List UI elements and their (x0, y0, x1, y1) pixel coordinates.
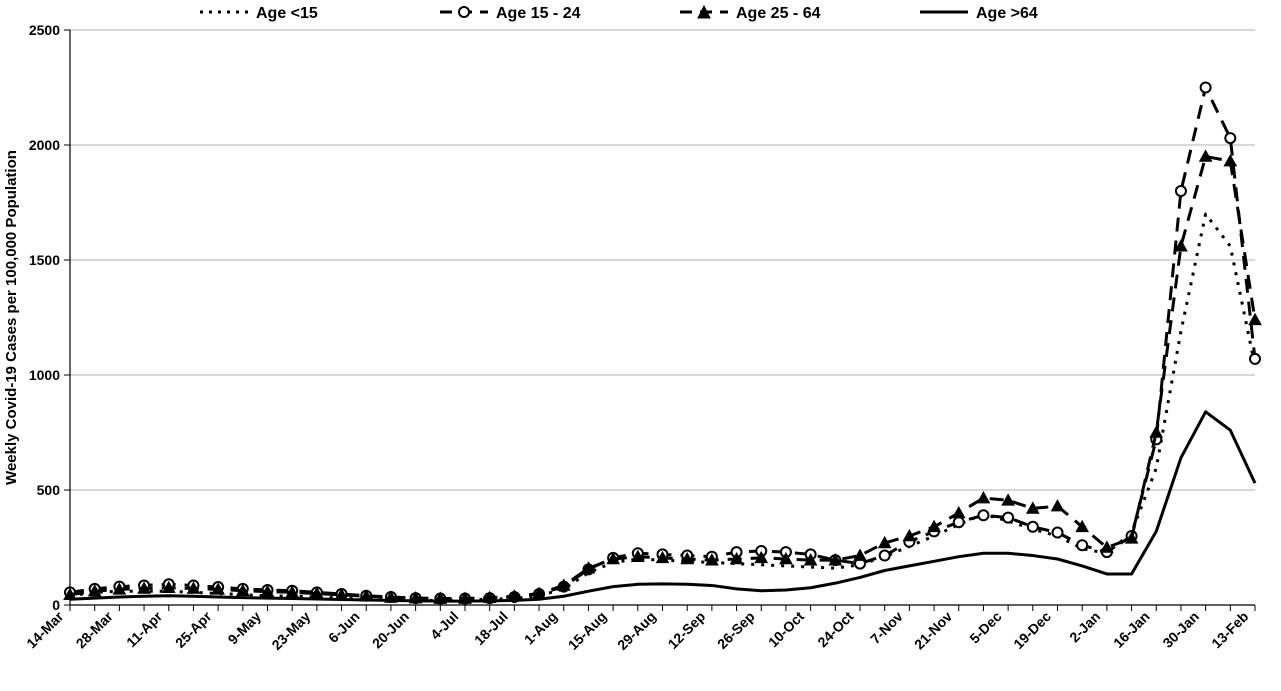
x-tick-label: 12-Sep (665, 608, 709, 652)
x-tick-label: 5-Dec (966, 608, 1004, 646)
legend-label: Age 25 - 64 (736, 5, 821, 22)
series-marker-triangle (1052, 500, 1064, 511)
series-marker-circle (1201, 83, 1211, 93)
legend-item: Age >64 (920, 5, 1038, 22)
legend-label: Age >64 (976, 5, 1038, 22)
series-marker-circle (880, 551, 890, 561)
series-line (70, 157, 1255, 599)
series-marker-circle (1003, 513, 1013, 523)
x-tick-label: 21-Nov (911, 608, 955, 652)
x-tick-label: 23-May (268, 608, 313, 653)
series-marker-circle (978, 510, 988, 520)
y-tick-label: 1500 (29, 252, 60, 268)
x-tick-label: 10-Oct (765, 608, 807, 650)
x-tick-label: 30-Jan (1159, 608, 1202, 651)
series-marker-circle (1176, 186, 1186, 196)
x-tick-label: 26-Sep (714, 608, 758, 652)
x-tick-label: 15-Aug (565, 608, 610, 653)
series-marker-circle (1053, 528, 1063, 538)
x-tick-label: 19-Dec (1010, 608, 1054, 652)
y-tick-label: 2000 (29, 137, 60, 153)
series-marker-circle (1077, 540, 1087, 550)
series-marker-circle (1028, 522, 1038, 532)
series-marker-triangle (928, 521, 940, 532)
series-marker-circle (1225, 133, 1235, 143)
series-marker-triangle (1224, 155, 1236, 166)
legend-label: Age 15 - 24 (496, 5, 581, 22)
x-tick-label: 20-Jun (369, 608, 412, 651)
series-marker-circle (1250, 354, 1260, 364)
x-tick-label: 28-Mar (73, 608, 117, 652)
x-tick-label: 2-Jan (1066, 608, 1103, 645)
legend-label: Age <15 (256, 5, 318, 22)
y-tick-label: 1000 (29, 367, 60, 383)
x-tick-label: 11-Apr (123, 608, 166, 651)
x-tick-label: 18-Jul (471, 608, 511, 648)
x-tick-label: 14-Mar (23, 608, 67, 652)
series-marker-triangle (1150, 427, 1162, 438)
x-tick-label: 25-Apr (172, 608, 215, 651)
legend-item: Age 25 - 64 (680, 5, 821, 22)
series-marker-triangle (977, 492, 989, 503)
x-tick-label: 13-Feb (1208, 608, 1251, 651)
legend-marker-circle (459, 7, 469, 17)
y-tick-label: 500 (37, 482, 61, 498)
series-line (70, 412, 1255, 601)
chart-svg: Age <15Age 15 - 24Age 25 - 64Age >640500… (0, 0, 1281, 691)
x-tick-label: 6-Jun (325, 608, 363, 646)
series-marker-triangle (953, 507, 965, 518)
x-tick-label: 29-Aug (614, 608, 659, 653)
x-tick-label: 24-Oct (814, 608, 856, 650)
x-tick-label: 9-May (225, 608, 265, 648)
x-tick-label: 7-Nov (867, 608, 906, 647)
x-tick-label: 1-Aug (521, 608, 560, 647)
x-tick-label: 16-Jan (1110, 608, 1153, 651)
series-marker-triangle (1002, 494, 1014, 505)
legend-item: Age 15 - 24 (440, 5, 581, 22)
y-axis-label: Weekly Covid-19 Cases per 100,000 Popula… (3, 150, 20, 485)
legend: Age <15 Age 15 - 24 Age 25 - 64 Age >64 (200, 5, 1038, 22)
y-tick-label: 2500 (29, 22, 60, 38)
series-marker-circle (954, 517, 964, 527)
x-tick-label: 4-Jul (427, 608, 461, 642)
chart-container: Age <15Age 15 - 24Age 25 - 64Age >640500… (0, 0, 1281, 691)
legend-item: Age <15 (200, 5, 318, 22)
